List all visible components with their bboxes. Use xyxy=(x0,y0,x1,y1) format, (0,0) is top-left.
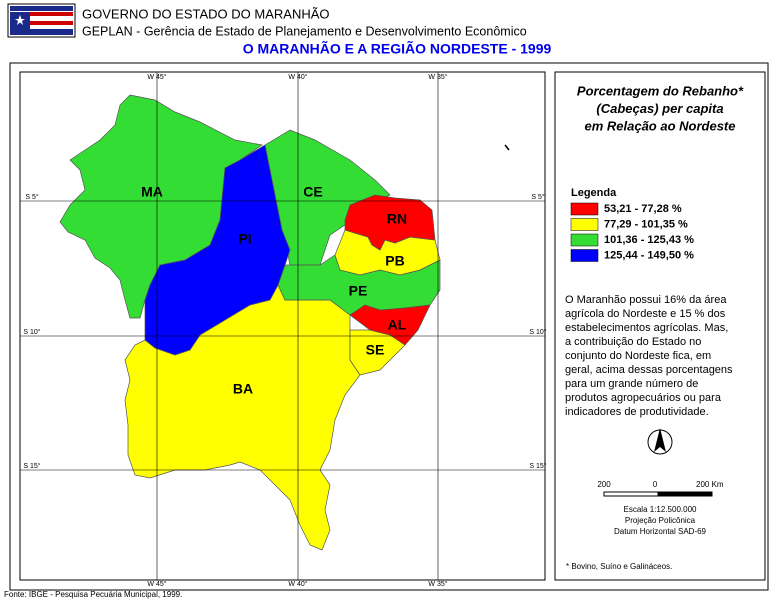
side-panel xyxy=(554,71,766,581)
legend-label: 101,36 - 125,43 % xyxy=(604,234,694,246)
north-arrow xyxy=(647,428,673,455)
legend-label: 77,29 - 101,35 % xyxy=(604,218,688,230)
legend-title: (Cabeças) per capita xyxy=(596,101,723,116)
scale-bar xyxy=(603,491,713,497)
state-label: PI xyxy=(238,231,251,247)
state-label: MA xyxy=(141,184,163,200)
state-label: PE xyxy=(349,283,368,299)
state-label: SE xyxy=(366,342,385,358)
description-line: a contribuição do Estado no xyxy=(565,336,701,348)
state-area xyxy=(349,304,431,346)
latitude-label: S 15° xyxy=(23,462,40,470)
longitude-label: W 35° xyxy=(428,580,447,588)
description-line: para um grande número de xyxy=(565,378,698,390)
state-area xyxy=(59,94,263,319)
legend-title: Porcentagem do Rebanho* xyxy=(577,83,744,98)
longitude-label: W 40° xyxy=(288,580,307,588)
scale-label: 200 Km xyxy=(696,480,724,489)
scale-label: 200 xyxy=(597,480,611,489)
agency: GOVERNO DO ESTADO DO MARANHÃO xyxy=(82,6,330,21)
scale-ratio: Escala 1:12.500.000 xyxy=(624,505,697,514)
description-line: agrícola do Nordeste e 15 % dos xyxy=(565,308,726,320)
longitude-label: W 45° xyxy=(147,580,166,588)
legend: Porcentagem do Rebanho* (Cabeças) per cap… xyxy=(565,83,744,417)
state-area xyxy=(344,194,436,251)
island xyxy=(504,144,510,151)
legend-label: 53,21 - 77,28 % xyxy=(604,203,682,215)
graticule: W 45° W 45° W 40° W 40° W 35° W 35° S 5° S 5° S … xyxy=(20,72,547,588)
description-line: produtos agropecuários ou para xyxy=(565,392,722,404)
latitude-label: S 5° xyxy=(531,193,545,201)
legend-swatch xyxy=(570,249,599,262)
department: GEPLAN - Gerência de Estado de Planejame… xyxy=(82,24,527,38)
description-line: geral, acima dessas porcentagens xyxy=(565,364,733,376)
longitude-label: W 45° xyxy=(147,73,166,81)
map-frame xyxy=(19,71,546,581)
legend-swatch xyxy=(570,202,599,216)
state-label: RN xyxy=(387,211,407,227)
map-title: O MARANHÃO E A REGIÃO NORDESTE - 1999 xyxy=(243,40,552,57)
legend-swatch xyxy=(570,233,599,247)
description-line: O Maranhão possui 16% da área xyxy=(565,294,727,306)
datum: Datum Horizontal SAD-69 xyxy=(614,527,707,536)
latitude-label: S 10° xyxy=(529,328,546,336)
projection: Projeção Policônica xyxy=(625,516,696,525)
state-label: BA xyxy=(233,381,253,397)
frame xyxy=(9,62,769,591)
latitude-label: S 10° xyxy=(23,328,40,336)
legend-swatch xyxy=(570,218,599,231)
legend-label: 125,44 - 149,50 % xyxy=(604,249,694,261)
description-line: indicadores de produtividade. xyxy=(565,406,709,418)
state-label: PB xyxy=(385,253,404,269)
scale-label: 0 xyxy=(653,480,658,489)
legend-heading: Legenda xyxy=(571,187,617,199)
description-line: conjunto do Nordeste fica, em xyxy=(565,350,711,362)
latitude-label: S 5° xyxy=(25,193,39,201)
logo xyxy=(7,3,76,38)
longitude-label: W 40° xyxy=(288,73,307,81)
latitude-label: S 15° xyxy=(529,462,546,470)
state-label: AL xyxy=(388,317,407,333)
source: Fonte: IBGE - Pesquisa Pecuária Municipa… xyxy=(4,590,182,599)
state-area xyxy=(144,144,291,356)
footnote: * Bovino, Suíno e Galináceos. xyxy=(566,562,672,571)
longitude-label: W 35° xyxy=(428,73,447,81)
legend-title: em Relação ao Nordeste xyxy=(584,118,735,133)
state-label: CE xyxy=(303,184,322,200)
description-line: estabelecimentos agrícolas. Mas, xyxy=(565,322,728,334)
